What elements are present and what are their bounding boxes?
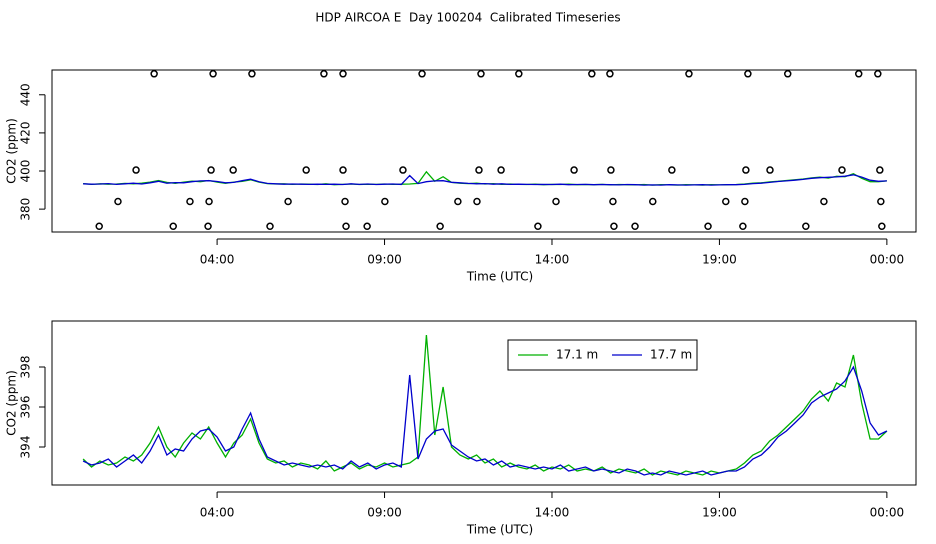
series-line <box>82 334 888 476</box>
x-tick-label: 19:00 <box>702 506 737 520</box>
y-tick-label: 398 <box>19 356 33 379</box>
point <box>588 70 596 78</box>
point <box>381 197 389 206</box>
point <box>477 70 485 78</box>
point <box>742 166 750 174</box>
point <box>739 222 747 231</box>
point <box>876 166 884 174</box>
series-line <box>83 174 887 186</box>
point <box>704 222 712 231</box>
x-tick-label: 09:00 <box>367 506 402 520</box>
point <box>607 166 615 174</box>
point <box>436 222 444 231</box>
point <box>339 70 347 78</box>
point <box>874 70 882 78</box>
x-tick-label: 04:00 <box>200 253 235 267</box>
y-tick-label: 440 <box>19 83 33 106</box>
series-line <box>82 365 888 476</box>
point <box>668 166 676 174</box>
point <box>802 222 810 231</box>
point <box>820 197 828 206</box>
point <box>342 222 350 231</box>
point <box>631 222 639 231</box>
point <box>515 70 523 78</box>
point <box>341 197 349 206</box>
point <box>207 166 215 174</box>
point <box>399 166 407 174</box>
point <box>783 70 792 78</box>
point <box>609 197 617 206</box>
x-tick-label: 00:00 <box>870 506 905 520</box>
point <box>534 222 542 231</box>
x-tick-label: 00:00 <box>870 253 905 267</box>
point <box>209 70 217 78</box>
point <box>205 197 213 206</box>
point <box>685 70 693 78</box>
point <box>649 197 657 206</box>
chart-title: HDP AIRCOA E Day 100204 Calibrated Times… <box>315 11 620 25</box>
x-tick-label: 14:00 <box>535 506 570 520</box>
point <box>95 222 103 231</box>
plot-frame <box>51 320 917 486</box>
y-tick-label: 420 <box>19 121 33 144</box>
point <box>204 222 212 231</box>
x-tick-label: 14:00 <box>535 253 570 267</box>
point <box>878 222 886 231</box>
x-tick-label: 04:00 <box>200 506 235 520</box>
x-tick-label: 19:00 <box>702 253 737 267</box>
point <box>302 166 310 174</box>
point <box>169 222 177 231</box>
plot-frame <box>51 69 917 233</box>
point <box>454 197 462 206</box>
point <box>248 70 256 78</box>
x-tick-label: 09:00 <box>367 253 402 267</box>
point <box>363 222 371 231</box>
point <box>150 70 158 78</box>
y-tick-label: 380 <box>19 198 33 221</box>
point <box>722 197 730 206</box>
point <box>284 197 292 206</box>
point <box>877 197 885 206</box>
y-axis-label: CO2 (ppm) <box>5 370 19 436</box>
point <box>186 197 194 206</box>
point <box>473 197 481 206</box>
point <box>229 166 237 174</box>
y-tick-label: 396 <box>19 396 33 419</box>
point <box>741 197 749 206</box>
point <box>552 197 560 206</box>
legend-label: 17.1 m <box>556 348 598 362</box>
point <box>418 70 426 78</box>
x-axis-label: Time (UTC) <box>466 270 533 284</box>
point <box>854 70 863 78</box>
y-axis-label: CO2 (ppm) <box>5 118 19 184</box>
point <box>266 222 274 231</box>
point <box>766 166 774 174</box>
point <box>132 166 140 174</box>
point <box>610 222 618 231</box>
point <box>744 70 752 78</box>
point <box>570 166 578 174</box>
point <box>838 166 846 174</box>
point <box>497 166 505 174</box>
point <box>320 70 328 78</box>
point <box>114 197 122 206</box>
point <box>339 166 347 174</box>
legend-label: 17.7 m <box>650 348 692 362</box>
y-tick-label: 400 <box>19 160 33 183</box>
point <box>475 166 483 174</box>
point <box>606 70 614 78</box>
x-axis-label: Time (UTC) <box>466 523 533 537</box>
y-tick-label: 394 <box>19 436 33 459</box>
